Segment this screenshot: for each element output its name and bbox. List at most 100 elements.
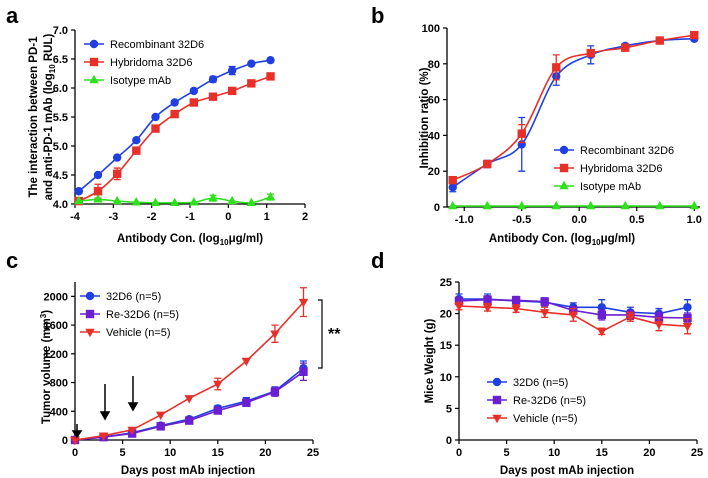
legend-label: Re-32D6 (n=5) [106,309,179,321]
data-point [208,75,218,84]
legend-label: Recombinant 32D6 [580,145,674,157]
data-point [156,422,165,431]
y-tick-label: 7.0 [53,25,68,37]
legend-marker [492,377,502,387]
data-point [189,86,199,96]
x-tick-label: 10 [548,447,560,459]
legend-entry: Recombinant 32D6 [554,145,674,157]
x-tick-label: 0.0 [572,214,587,226]
legend-label: 32D6 (n=5) [513,377,568,389]
data-point [227,195,237,205]
data-point [482,304,493,313]
data-point [270,330,280,339]
data-point [517,200,527,210]
series-line [74,367,305,441]
legend-marker [85,328,95,338]
data-point [682,323,693,332]
x-tick-label: 2 [302,211,308,223]
data-point [299,367,308,376]
panel-c-chart: 0 400 800 1200 1600 2000 0 5 10 15 20 25 32D6 (n=5) R… [44,282,319,459]
series-hybridoma-32d6 [448,30,699,185]
data-point [298,298,309,308]
y-tick-label: 80 [428,59,440,71]
panel-b-chart: 0 20 40 60 80 100 -1.0 -0.5 0.0 0.5 1.0 Recombinant… [422,23,702,226]
legend-entry: Vehicle (n=5) [80,327,171,339]
panel-label-a: a [6,3,19,28]
panel-a-ylabel: The interaction between PD-1 and anti-PD… [28,33,57,200]
data-point [625,313,636,322]
data-point [112,153,122,162]
data-point [151,112,160,122]
data-point [620,200,630,210]
data-point [266,72,275,81]
x-tick-label: 0 [72,447,78,459]
injection-arrowhead-day0 [71,430,83,439]
y-tick-label: 5.0 [53,141,68,153]
panel-b-ylabel: Inhibition ratio (%) [419,67,431,168]
data-point [227,86,237,96]
data-point [454,302,464,312]
series-fit-curve [78,59,271,192]
data-point [552,63,561,72]
y-tick-label: 4.0 [53,199,68,211]
data-point [655,200,665,210]
legend-entry: Re-32D6 (n=5) [80,309,179,321]
legend-marker [492,395,502,405]
injection-arrows [71,376,139,439]
data-point [112,169,122,179]
data-point [597,310,606,320]
y-tick-label: 400 [50,406,68,418]
data-point [270,387,280,397]
legend-entry: Hybridoma 32D6 [84,57,193,69]
x-tick-label: 1 [264,211,270,223]
y-tick-label: 20 [440,309,452,321]
panel-a-xlabel: Antibody Con. (log10μg/ml) [117,233,263,247]
data-point [448,200,458,210]
data-point [213,380,223,390]
y-tick-label: 10 [440,372,452,384]
panel-b-xlabel: Antibody Con. (log10μg/ml) [489,233,635,247]
data-point [208,193,218,202]
legend-label: Vehicle (n=5) [513,413,578,425]
y-tick-label: 100 [422,23,440,35]
bracket-line [318,299,323,369]
data-point [70,436,80,446]
data-point [242,398,251,407]
panel-label-b: b [371,3,384,28]
injection-arrowhead-day3 [99,411,111,421]
data-point [586,48,595,58]
data-point [241,357,252,367]
y-tick-label: 25 [440,277,452,289]
legend-entry: Re-32D6 (n=5) [487,395,586,407]
x-tick-label: 25 [691,447,703,459]
data-point [74,187,84,196]
data-point [189,98,199,107]
y-tick-label: 0 [434,202,440,214]
data-point [568,311,578,321]
x-tick-label: -0.5 [512,214,531,226]
data-point [93,170,103,180]
series-vehicle-n-5 [454,301,693,337]
legend-entry: Recombinant 32D6 [84,39,204,51]
data-point [265,191,276,201]
legend-marker [85,309,95,319]
data-point [151,124,160,133]
legend-marker [89,57,99,67]
data-point [184,395,194,404]
data-point [621,43,630,52]
panel-d-ylabel: Mice Weight (g) [424,318,436,403]
legend-label: Vehicle (n=5) [106,327,171,339]
data-point [247,79,256,88]
series-hybridoma-32d6 [74,72,275,206]
series-line [74,371,304,441]
legend-marker [85,291,95,301]
panel-d-xlabel: Days post mAb injection [500,465,634,477]
y-tick-label: 1600 [44,320,68,332]
data-point [483,295,492,304]
panel-d-chart: 0 5 10 15 20 25 0 5 10 15 20 25 32D6 (n=5) Re-32D6 (n… [440,277,703,459]
y-tick-label: 4.5 [53,170,68,182]
x-tick-label: -1.0 [455,214,474,226]
data-point [448,175,457,185]
legend-label: Hybridoma 32D6 [580,163,663,175]
y-tick-label: 5 [446,403,452,415]
